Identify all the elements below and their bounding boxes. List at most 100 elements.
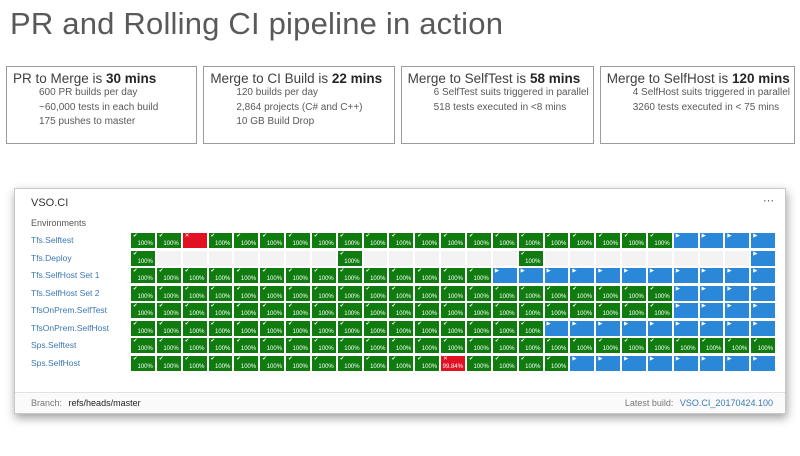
- build-cell-passed[interactable]: ✔ 100%: [260, 233, 285, 248]
- build-cell-inprogress[interactable]: ▶: [699, 268, 724, 283]
- build-cell-passed[interactable]: ✔ 100%: [311, 303, 336, 318]
- build-cell-failed[interactable]: ✕ 99.84%: [441, 355, 465, 371]
- build-cell-passed[interactable]: ✔ 100%: [596, 303, 621, 318]
- build-cell-passed[interactable]: ✔ 100%: [389, 233, 414, 248]
- build-cell-inprogress[interactable]: ▶: [751, 268, 776, 283]
- build-cell-inprogress[interactable]: ▶: [699, 320, 724, 336]
- build-cell-passed[interactable]: ✔ 100%: [622, 233, 646, 248]
- build-cell-inprogress[interactable]: ▶: [492, 268, 517, 283]
- build-cell-passed[interactable]: ✔ 100%: [182, 338, 207, 353]
- build-cell-passed[interactable]: ✔ 100%: [441, 268, 465, 283]
- build-cell-inprogress[interactable]: ▶: [699, 233, 724, 248]
- build-cell-passed[interactable]: ✔ 100%: [208, 268, 233, 283]
- build-cell-passed[interactable]: ✔ 100%: [286, 233, 310, 248]
- build-cell-passed[interactable]: ✔ 100%: [260, 303, 285, 318]
- build-cell-passed[interactable]: ✔ 100%: [596, 233, 621, 248]
- build-cell-passed[interactable]: ✔ 100%: [208, 285, 233, 301]
- build-cell-passed[interactable]: ✔ 100%: [647, 338, 672, 353]
- build-cell-passed[interactable]: ✔ 100%: [441, 338, 465, 353]
- build-cell-passed[interactable]: ✔ 100%: [389, 338, 414, 353]
- build-cell-passed[interactable]: ✔ 100%: [311, 338, 336, 353]
- build-cell-passed[interactable]: ✔ 100%: [131, 268, 155, 283]
- build-cell-passed[interactable]: ✔ 100%: [156, 303, 181, 318]
- build-cell-passed[interactable]: ✔ 100%: [208, 338, 233, 353]
- build-cell-passed[interactable]: ✔ 100%: [208, 320, 233, 336]
- build-cell-passed[interactable]: ✔ 100%: [596, 338, 621, 353]
- build-cell-inprogress[interactable]: ▶: [544, 268, 569, 283]
- build-cell-inprogress[interactable]: ▶: [673, 268, 698, 283]
- build-cell-passed[interactable]: ✔ 100%: [131, 285, 155, 301]
- build-cell-passed[interactable]: ✔ 100%: [647, 233, 672, 248]
- build-cell-passed[interactable]: ✔ 100%: [518, 355, 543, 371]
- build-cell-passed[interactable]: ✔ 100%: [234, 303, 259, 318]
- build-cell-passed[interactable]: ✔ 100%: [441, 303, 465, 318]
- build-cell-inprogress[interactable]: ▶: [673, 285, 698, 301]
- build-cell-passed[interactable]: ✔ 100%: [182, 303, 207, 318]
- build-cell-passed[interactable]: ✔ 100%: [492, 303, 517, 318]
- build-cell-passed[interactable]: ✔ 100%: [337, 320, 362, 336]
- build-cell-passed[interactable]: ✔ 100%: [131, 355, 155, 371]
- build-cell-passed[interactable]: ✔ 100%: [260, 320, 285, 336]
- environment-link[interactable]: Tfs.Selftest: [31, 235, 74, 245]
- build-cell-inprogress[interactable]: ▶: [751, 303, 776, 318]
- build-cell-passed[interactable]: ✔ 100%: [286, 303, 310, 318]
- build-cell-passed[interactable]: ✔ 100%: [363, 355, 388, 371]
- build-cell-inprogress[interactable]: ▶: [751, 285, 776, 301]
- build-cell-passed[interactable]: ✔ 100%: [466, 338, 491, 353]
- build-cell-passed[interactable]: ✔ 100%: [466, 355, 491, 371]
- build-cell-passed[interactable]: ✔ 100%: [466, 233, 491, 248]
- build-cell-passed[interactable]: ✔ 100%: [260, 285, 285, 301]
- build-cell-passed[interactable]: ✔ 100%: [518, 250, 543, 266]
- environment-link[interactable]: TfsOnPrem.SelfTest: [31, 305, 108, 315]
- build-cell-inprogress[interactable]: ▶: [596, 320, 621, 336]
- build-cell-inprogress[interactable]: ▶: [647, 320, 672, 336]
- build-cell-passed[interactable]: ✔ 100%: [234, 338, 259, 353]
- build-cell-inprogress[interactable]: ▶: [751, 233, 776, 248]
- build-cell-passed[interactable]: ✔ 100%: [208, 355, 233, 371]
- build-cell-passed[interactable]: ✔ 100%: [131, 233, 155, 248]
- build-cell-passed[interactable]: ✔ 100%: [518, 320, 543, 336]
- build-cell-passed[interactable]: ✔ 100%: [337, 338, 362, 353]
- build-cell-passed[interactable]: ✔ 100%: [363, 338, 388, 353]
- build-cell-passed[interactable]: ✔ 100%: [518, 338, 543, 353]
- build-cell-inprogress[interactable]: ▶: [751, 250, 776, 266]
- build-cell-passed[interactable]: ✔ 100%: [311, 233, 336, 248]
- build-cell-passed[interactable]: ✔ 100%: [699, 338, 724, 353]
- build-cell-passed[interactable]: ✔ 100%: [260, 355, 285, 371]
- environment-link[interactable]: Sps.SelfHost: [31, 357, 81, 368]
- build-cell-passed[interactable]: ✔ 100%: [389, 285, 414, 301]
- build-cell-inprogress[interactable]: ▶: [725, 268, 750, 283]
- build-cell-passed[interactable]: ✔ 100%: [156, 233, 181, 248]
- build-cell-passed[interactable]: ✔ 100%: [622, 338, 646, 353]
- build-cell-passed[interactable]: ✔ 100%: [286, 285, 310, 301]
- build-cell-passed[interactable]: ✔ 100%: [234, 355, 259, 371]
- build-cell-passed[interactable]: ✔ 100%: [466, 303, 491, 318]
- build-cell-inprogress[interactable]: ▶: [570, 355, 595, 371]
- build-cell-passed[interactable]: ✔ 100%: [208, 303, 233, 318]
- build-cell-passed[interactable]: ✔ 100%: [647, 285, 672, 301]
- build-cell-passed[interactable]: ✔ 100%: [570, 303, 595, 318]
- build-cell-inprogress[interactable]: ▶: [699, 355, 724, 371]
- latest-build-link[interactable]: VSO.CI_20170424.100: [679, 398, 773, 408]
- build-cell-passed[interactable]: ✔ 100%: [311, 268, 336, 283]
- build-cell-passed[interactable]: ✔ 100%: [415, 338, 440, 353]
- build-cell-passed[interactable]: ✔ 100%: [415, 233, 440, 248]
- build-cell-inprogress[interactable]: ▶: [699, 303, 724, 318]
- build-cell-passed[interactable]: ✔ 100%: [389, 268, 414, 283]
- build-cell-passed[interactable]: ✔ 100%: [260, 338, 285, 353]
- build-cell-passed[interactable]: ✔ 100%: [389, 320, 414, 336]
- build-cell-passed[interactable]: ✔ 100%: [156, 285, 181, 301]
- build-cell-passed[interactable]: ✔ 100%: [182, 320, 207, 336]
- build-cell-passed[interactable]: ✔ 100%: [544, 233, 569, 248]
- build-cell-passed[interactable]: ✔ 100%: [337, 250, 362, 266]
- build-cell-inprogress[interactable]: ▶: [725, 285, 750, 301]
- build-cell-passed[interactable]: ✔ 100%: [337, 355, 362, 371]
- build-cell-passed[interactable]: ✔ 100%: [363, 233, 388, 248]
- build-cell-passed[interactable]: ✔ 100%: [286, 268, 310, 283]
- build-cell-passed[interactable]: ✔ 100%: [570, 233, 595, 248]
- build-cell-inprogress[interactable]: ▶: [673, 320, 698, 336]
- build-cell-passed[interactable]: ✔ 100%: [131, 250, 155, 266]
- build-cell-passed[interactable]: ✔ 100%: [415, 320, 440, 336]
- build-cell-passed[interactable]: ✔ 100%: [544, 303, 569, 318]
- build-cell-passed[interactable]: ✔ 100%: [441, 285, 465, 301]
